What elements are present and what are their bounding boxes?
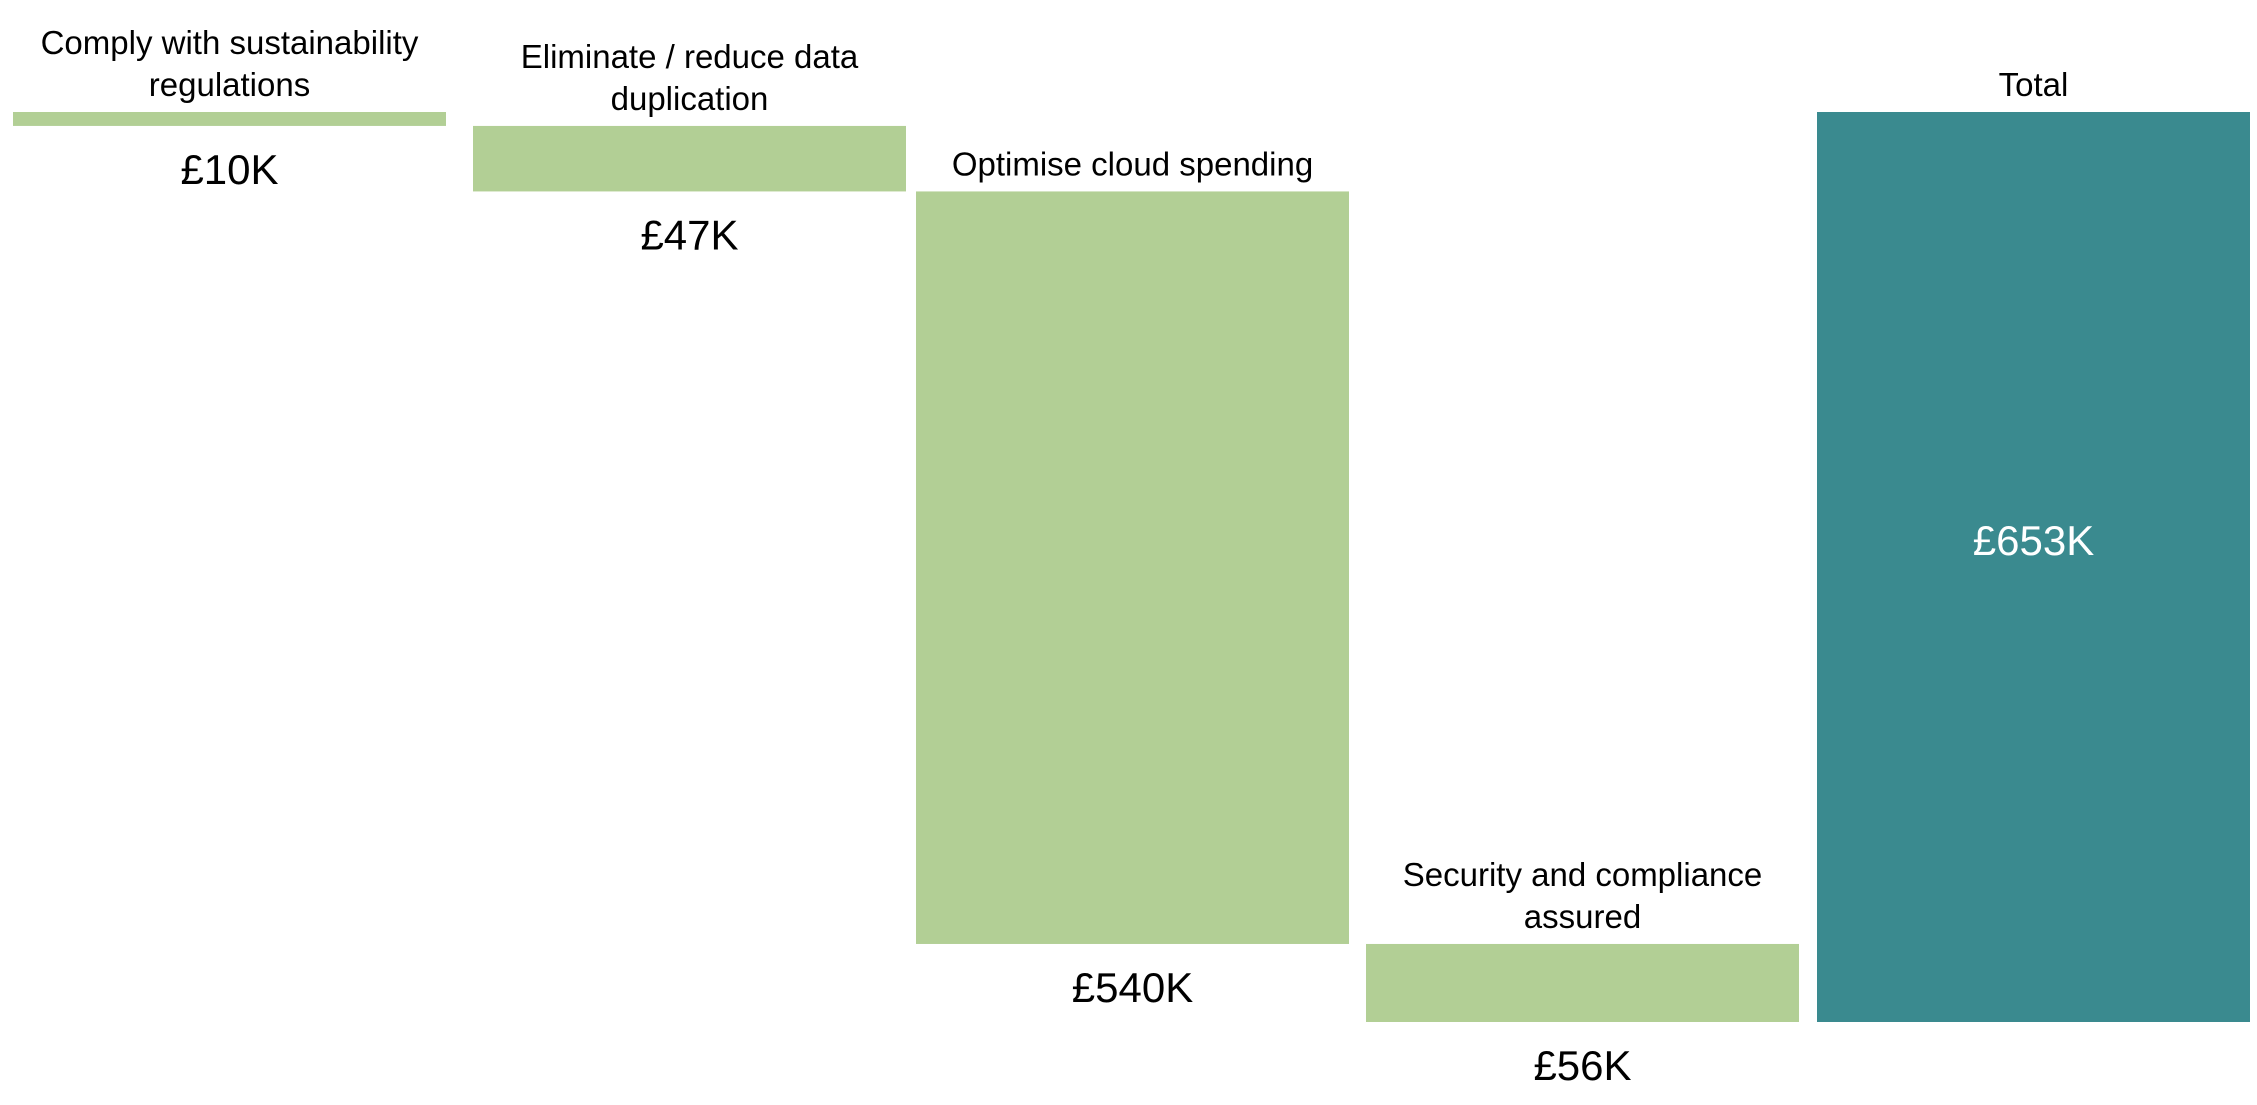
data-label: £540K	[1072, 964, 1193, 1011]
category-label: Optimise cloud spending	[952, 145, 1313, 182]
waterfall-bar	[916, 191, 1349, 944]
waterfall-bar	[473, 125, 906, 192]
data-label: £47K	[640, 211, 738, 258]
waterfall-bar	[1366, 943, 1799, 1022]
category-label: Security and compliance assured	[1403, 856, 1763, 935]
category-label: Total	[1999, 66, 2069, 103]
category-label: Eliminate / reduce data duplication	[521, 38, 859, 117]
data-label: £10K	[180, 146, 278, 193]
waterfall-bar	[13, 112, 446, 126]
data-label: £653K	[1973, 517, 2094, 564]
total-bar	[1817, 112, 2250, 1022]
data-label: £56K	[1533, 1042, 1631, 1089]
category-label: Comply with sustainability regulations	[41, 24, 419, 103]
